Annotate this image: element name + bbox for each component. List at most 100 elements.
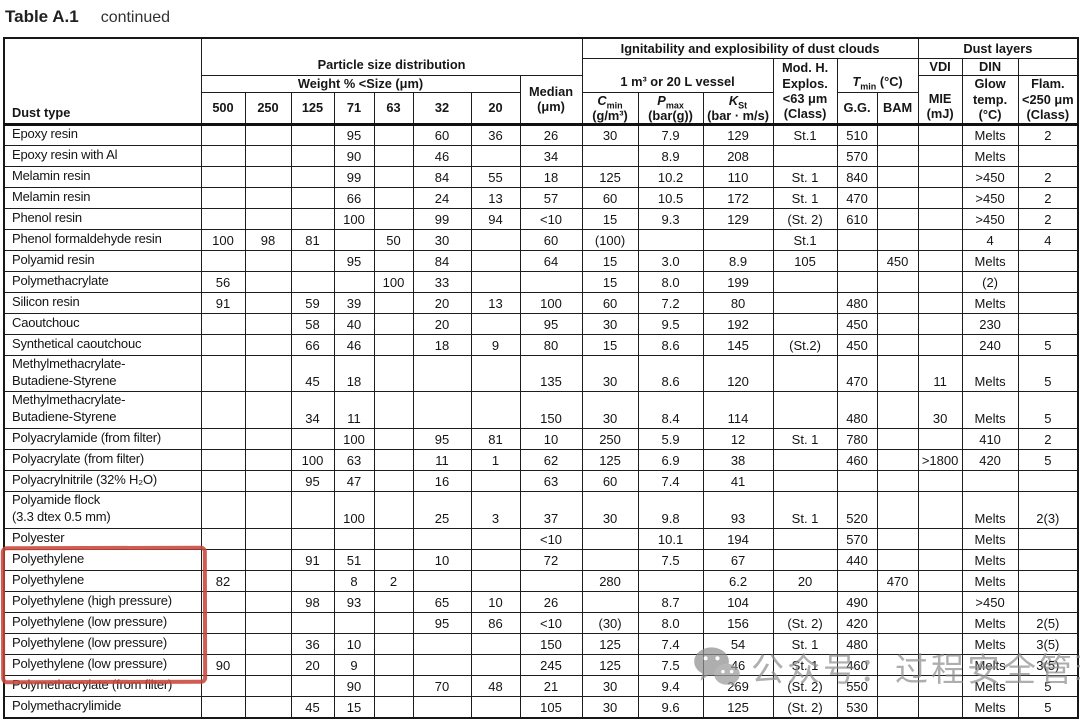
value-cell: Melts [961, 249, 1019, 272]
value-cell [244, 270, 292, 293]
table-row: Polyethylene (high pressure) 98 93 65 10 26 8.… [3, 591, 1079, 614]
value-cell [637, 570, 704, 593]
value-cell: 10 [412, 549, 472, 572]
value-cell [917, 612, 963, 635]
value-cell [373, 249, 414, 272]
value-cell: 9.8 [637, 491, 704, 530]
value-cell: 4 [1017, 228, 1079, 251]
value-cell: 50 [373, 228, 414, 251]
value-cell [200, 675, 246, 698]
dust-type-cell: Polyamid resin [3, 249, 202, 272]
value-cell [961, 470, 1019, 493]
value-cell: Melts [961, 491, 1019, 530]
value-cell [244, 612, 292, 635]
value-cell [373, 291, 414, 314]
value-cell: Melts [961, 291, 1019, 314]
value-cell: 47 [333, 470, 375, 493]
value-cell [876, 428, 919, 451]
value-cell: 33 [412, 270, 472, 293]
value-cell [244, 654, 292, 677]
table-row: Polyethylene 82 8 2 280 6.2 20 470 Melts [3, 570, 1079, 593]
value-cell: 10.5 [637, 186, 704, 209]
value-cell [470, 312, 521, 335]
value-cell: 66 [333, 186, 375, 209]
value-cell: 100 [290, 449, 335, 472]
dust-type-cell: Methylmethacrylate- Butadiene-Styrene [3, 354, 202, 393]
value-cell: 125 [702, 696, 774, 719]
value-cell: >450 [961, 591, 1019, 614]
col-header-kst: KSt (bar · m/s) [702, 91, 774, 125]
table-row: Silicon resin 91 59 39 20 13 100 60 7.2 80 480 Melt… [3, 291, 1079, 314]
value-cell: 7.4 [637, 470, 704, 493]
value-cell [200, 696, 246, 719]
dust-type-cell: Polymethacrylate [3, 270, 202, 293]
value-cell [772, 549, 838, 572]
value-cell [200, 591, 246, 614]
table-title: Table A.1 continued [0, 0, 1080, 37]
value-cell: 64 [519, 249, 583, 272]
value-cell: 90 [333, 675, 375, 698]
value-cell: 8.0 [637, 270, 704, 293]
value-cell: 2(3) [1017, 491, 1079, 530]
kst-subscript: St [738, 100, 748, 111]
value-cell [200, 354, 246, 393]
value-cell: 230 [961, 312, 1019, 335]
value-cell [200, 123, 246, 146]
value-cell [917, 528, 963, 551]
value-cell: 20 [412, 291, 472, 314]
value-cell [917, 333, 963, 356]
value-cell: 7.5 [637, 549, 704, 572]
value-cell: 8.6 [637, 354, 704, 393]
dust-data-table: Dust type Particle size distribution Ign… [3, 37, 1080, 719]
value-cell [200, 449, 246, 472]
table-body: Epoxy resin 95 60 36 26 30 7.9 129 St.1 510 Melts 2… [3, 123, 1079, 719]
value-cell: 66 [290, 333, 335, 356]
value-cell: 34 [290, 391, 335, 430]
value-cell: 9.3 [637, 207, 704, 230]
value-cell [917, 491, 963, 530]
group-header-vessel: 1 m³ or 20 L vessel [581, 57, 774, 93]
value-cell: 84 [412, 165, 472, 188]
value-cell: 125 [581, 449, 639, 472]
value-cell: 95 [333, 123, 375, 146]
value-cell: <10 [519, 207, 583, 230]
value-cell: 150 [519, 633, 583, 656]
value-cell [373, 123, 414, 146]
value-cell [373, 144, 414, 167]
value-cell: 20 [412, 312, 472, 335]
value-cell: 65 [412, 591, 472, 614]
value-cell: St.1 [772, 123, 838, 146]
value-cell [1017, 549, 1079, 572]
value-cell: 100 [373, 270, 414, 293]
value-cell: (St. 2) [772, 612, 838, 635]
value-cell [290, 491, 335, 530]
value-cell: 45 [290, 696, 335, 719]
value-cell [772, 449, 838, 472]
value-cell: 1 [470, 449, 521, 472]
value-cell: 192 [702, 312, 774, 335]
dust-type-cell: Silicon resin [3, 291, 202, 314]
value-cell: (St. 2) [772, 696, 838, 719]
value-cell: 15 [581, 333, 639, 356]
value-cell [412, 528, 472, 551]
value-cell [200, 612, 246, 635]
value-cell [290, 270, 335, 293]
value-cell [1017, 291, 1079, 314]
value-cell [876, 549, 919, 572]
value-cell [470, 391, 521, 430]
col-header-flam: Flam. <250 μm (Class) [1017, 74, 1079, 125]
value-cell: 11 [917, 354, 963, 393]
value-cell [290, 207, 335, 230]
value-cell [876, 696, 919, 719]
col-header-vdi: VDI [917, 57, 963, 76]
value-cell: 8.6 [637, 333, 704, 356]
value-cell: 510 [836, 123, 878, 146]
value-cell: 18 [412, 333, 472, 356]
value-cell [200, 165, 246, 188]
value-cell [333, 612, 375, 635]
value-cell: 6.9 [637, 449, 704, 472]
dust-type-cell: Polymethacrylate (from filter) [3, 675, 202, 698]
value-cell: 20 [290, 654, 335, 677]
value-cell [917, 123, 963, 146]
dust-type-cell: Phenol resin [3, 207, 202, 230]
